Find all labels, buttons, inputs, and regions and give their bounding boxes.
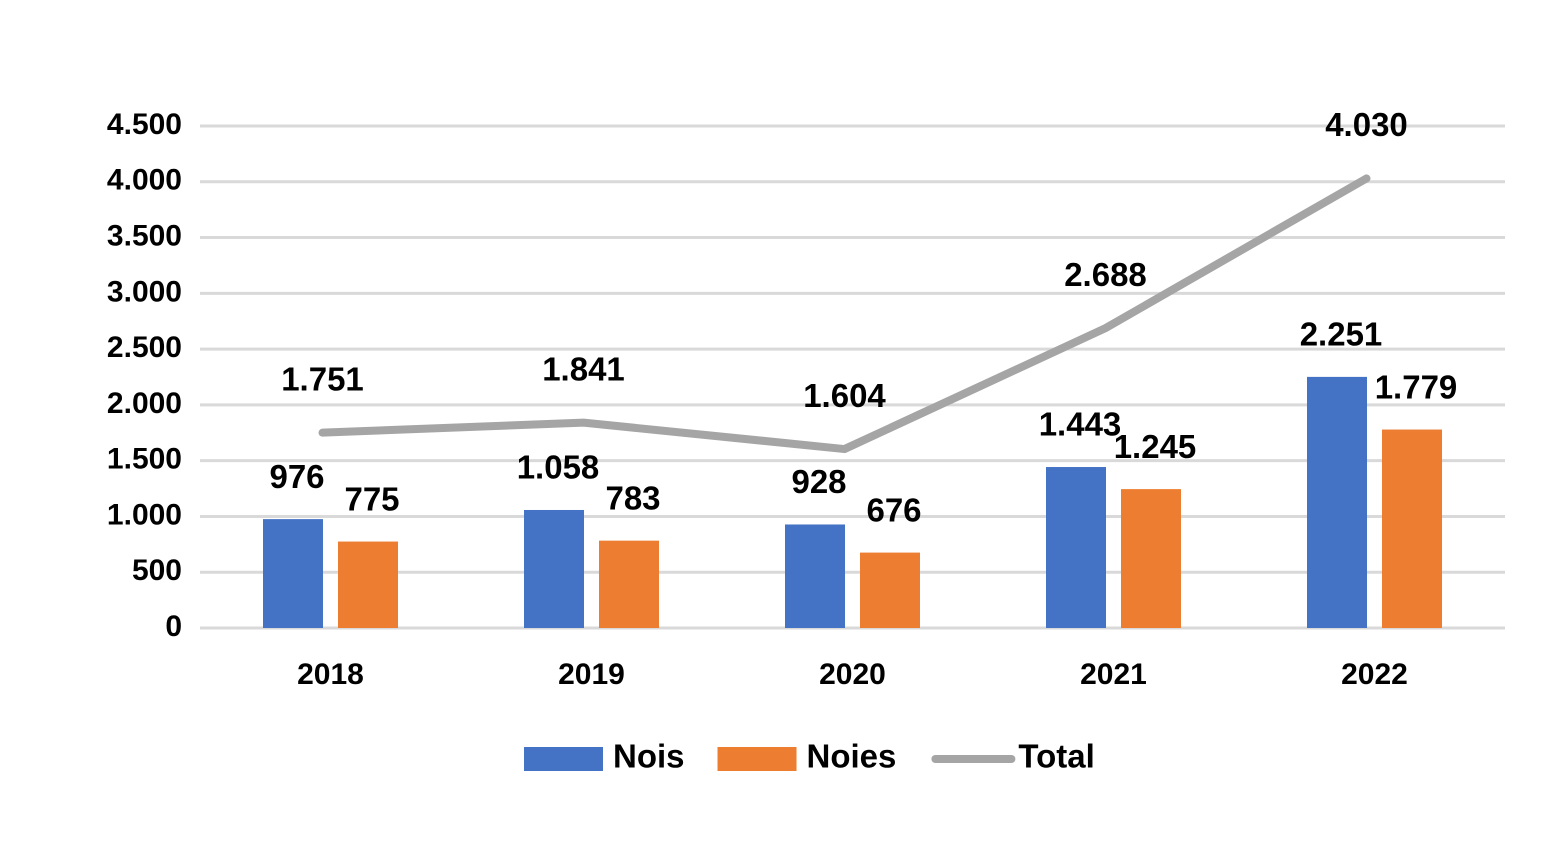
bar <box>1307 376 1367 628</box>
legend-label: Total <box>1018 738 1094 775</box>
bar <box>338 541 398 628</box>
y-tick-label: 2.500 <box>107 331 182 364</box>
data-label: 2.688 <box>1064 256 1147 293</box>
legend-label: Nois <box>613 738 685 775</box>
legend-swatch <box>524 747 603 771</box>
data-label: 775 <box>344 480 399 517</box>
y-tick-label: 4.000 <box>107 164 182 197</box>
y-tick-label: 2.000 <box>107 387 182 420</box>
data-label: 1.779 <box>1375 368 1458 405</box>
bar <box>785 524 845 628</box>
x-tick-label: 2022 <box>1341 658 1408 691</box>
data-label: 976 <box>269 458 324 495</box>
x-tick-label: 2021 <box>1080 658 1147 691</box>
bar <box>860 552 920 628</box>
legend-swatch <box>717 747 797 771</box>
y-tick-label: 4.500 <box>107 108 182 141</box>
data-label: 1.751 <box>281 360 364 397</box>
bar <box>1046 467 1106 628</box>
x-tick-label: 2019 <box>558 658 625 691</box>
bar <box>524 509 584 628</box>
data-label: 2.251 <box>1300 316 1383 353</box>
bar <box>599 540 659 628</box>
y-tick-label: 1.000 <box>107 498 182 531</box>
data-label: 4.030 <box>1325 106 1408 143</box>
bar <box>263 519 323 628</box>
data-label: 783 <box>605 479 660 516</box>
y-tick-label: 1.500 <box>107 443 182 476</box>
data-label: 676 <box>866 491 921 528</box>
x-tick-label: 2020 <box>819 658 886 691</box>
bar <box>1121 489 1181 628</box>
data-label: 1.443 <box>1039 406 1122 443</box>
data-label: 1.841 <box>542 350 625 387</box>
data-label: 1.604 <box>803 377 886 414</box>
bar <box>1382 429 1442 628</box>
y-tick-label: 500 <box>132 554 182 587</box>
y-tick-label: 3.000 <box>107 275 182 308</box>
legend-label: Noies <box>807 738 897 775</box>
data-label: 928 <box>791 463 846 500</box>
y-tick-label: 0 <box>165 610 182 643</box>
data-label: 1.058 <box>517 449 600 486</box>
y-tick-label: 3.500 <box>107 219 182 252</box>
line <box>318 174 1371 454</box>
x-tick-label: 2018 <box>297 658 364 691</box>
data-label: 1.245 <box>1114 428 1197 465</box>
